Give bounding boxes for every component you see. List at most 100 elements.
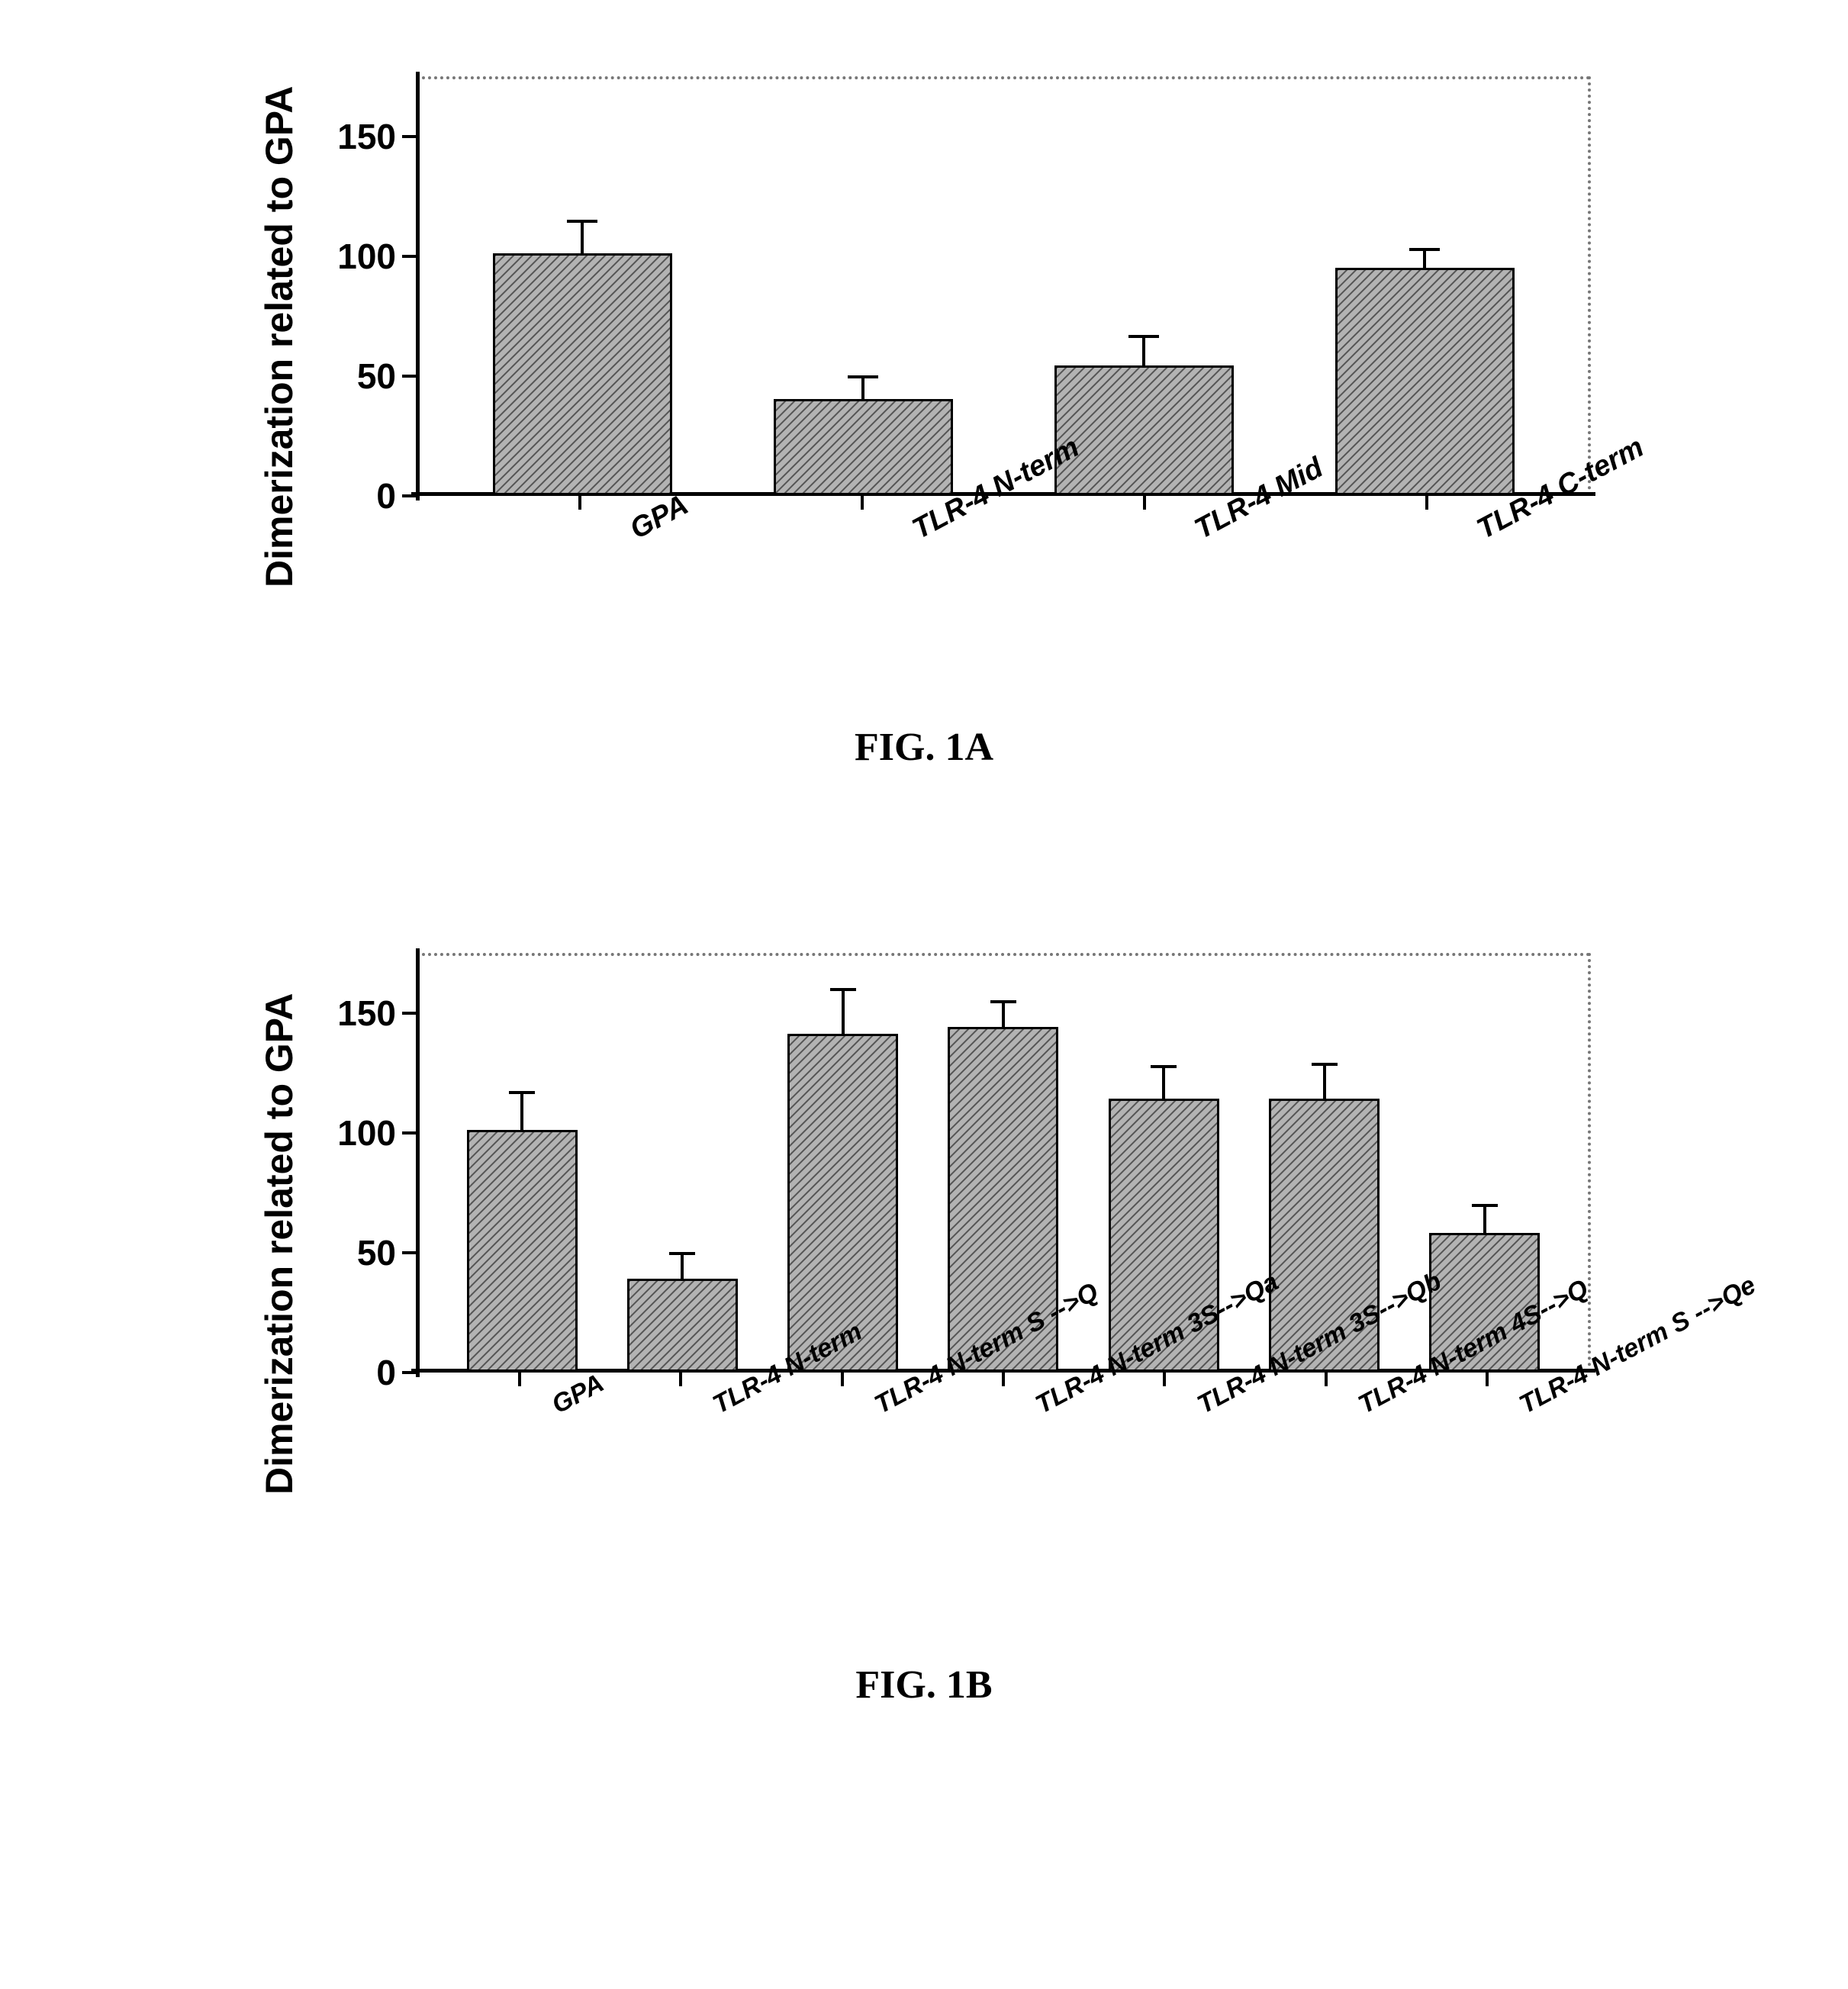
error-bar-cap	[1472, 1204, 1498, 1207]
x-tick-label: GPA	[547, 1369, 609, 1421]
y-axis-label: Dimerization related to GPA	[257, 1075, 301, 1495]
error-bar	[1409, 248, 1440, 267]
figure-spacer	[0, 770, 1848, 953]
bar-group	[787, 988, 898, 1369]
error-bar	[1151, 1065, 1177, 1099]
error-bar	[990, 1000, 1016, 1027]
figure-b: Dimerization related to GPA 0 50 100 150 GPA T…	[0, 953, 1848, 1707]
bar-group	[627, 1252, 738, 1369]
x-tick-spacer	[324, 1373, 416, 1617]
bar	[627, 1279, 738, 1369]
y-tick-column: 050100150	[324, 953, 416, 1373]
page: Dimerization related to GPA 0 50 100 150 GPA T…	[0, 0, 1848, 1989]
x-tick-mark	[1002, 1373, 1005, 1386]
x-tick: GPA	[464, 1373, 575, 1617]
x-tick-wrap: GPA TLR-4 N-term TLR-4 N-term S -->Q TLR-4 …	[324, 1373, 1591, 1617]
bar	[1335, 268, 1515, 493]
x-tick: TLR-4 N-term 3S-->Qb	[1109, 1373, 1220, 1617]
y-tick-label: 100	[337, 239, 402, 274]
bar-group	[1335, 248, 1515, 493]
error-bar	[1472, 1204, 1498, 1233]
y-axis-label: Dimerization related to GPA	[257, 168, 301, 587]
y-tick-mark	[402, 1251, 416, 1254]
x-tick-mark	[1143, 496, 1146, 510]
error-bar-cap	[1409, 248, 1440, 251]
y-tick-mark	[402, 135, 416, 138]
x-tick: TLR-4 N-term S -->Q	[787, 1373, 897, 1617]
x-tick-label: GPA	[625, 489, 694, 546]
error-bar-cap	[848, 375, 878, 378]
x-tick: TLR-4 N-term S -->Qe	[1432, 1373, 1543, 1617]
bar	[1054, 365, 1234, 493]
error-bar-cap	[990, 1000, 1016, 1003]
bar	[467, 1130, 578, 1369]
chart-body: 0 50 100 150 GPA TLR-4 N-term TLR-4 Mid TLR-4 C…	[324, 76, 1591, 679]
y-tick-mark	[402, 255, 416, 258]
x-tick: TLR-4 N-term 4S-->Q	[1270, 1373, 1381, 1617]
error-bar-stem	[842, 988, 845, 1034]
x-tick: TLR-4 N-term	[626, 1373, 736, 1617]
y-tick-label: 150	[337, 996, 402, 1031]
x-tick: TLR-4 N-term 3S-->Qa	[948, 1373, 1058, 1617]
error-bar-cap	[830, 988, 856, 991]
y-tick-label: 0	[376, 1355, 402, 1390]
error-bar-cap	[1128, 335, 1159, 338]
x-tick-row: GPA TLR-4 N-term TLR-4 N-term S -->Q TLR-4 …	[416, 1373, 1591, 1617]
plot-area	[416, 953, 1591, 1373]
error-bar	[669, 1252, 695, 1279]
axis-row: 050100150	[324, 76, 1591, 496]
error-bar-stem	[1483, 1204, 1486, 1233]
error-bar-cap	[509, 1091, 535, 1094]
x-tick-spacer	[324, 496, 416, 679]
x-tick-row: GPA TLR-4 N-term TLR-4 Mid TLR-4 C-term	[416, 496, 1591, 679]
error-bar	[509, 1091, 535, 1129]
chart-container: Dimerization related to GPA 0 50 100 150 GPA T…	[257, 953, 1591, 1617]
x-tick-mark	[1163, 1373, 1166, 1386]
error-bar-stem	[581, 220, 584, 253]
error-bar-stem	[1002, 1000, 1005, 1027]
bars-row	[419, 988, 1588, 1369]
bar	[774, 399, 953, 493]
figure-caption: FIG. 1A	[855, 725, 993, 770]
x-tick-mark	[1486, 1373, 1489, 1386]
x-tick: TLR-4 C-term	[1338, 496, 1517, 679]
bar-group	[493, 220, 672, 493]
x-tick-mark	[518, 1373, 521, 1386]
error-bar-cap	[1312, 1063, 1338, 1066]
figure-caption: FIG. 1B	[855, 1662, 992, 1707]
figure-a: Dimerization related to GPA 0 50 100 150 GPA T…	[0, 76, 1848, 770]
x-tick-mark	[861, 496, 864, 510]
y-tick-label: 0	[376, 478, 402, 513]
y-tick-label: 100	[337, 1115, 402, 1151]
x-tick-mark	[1325, 1373, 1328, 1386]
error-bar-stem	[520, 1091, 523, 1129]
error-bar-cap	[669, 1252, 695, 1255]
x-tick-mark	[679, 1373, 682, 1386]
bars-row	[419, 220, 1588, 493]
bar	[493, 253, 672, 493]
y-tick-label: 50	[357, 359, 402, 394]
y-tick-mark	[402, 1012, 416, 1015]
x-tick-mark	[1425, 496, 1428, 510]
y-tick-label: 50	[357, 1235, 402, 1270]
error-bar	[1128, 335, 1159, 366]
x-tick: GPA	[491, 496, 670, 679]
x-tick: TLR-4 N-term	[773, 496, 952, 679]
error-bar	[1312, 1063, 1338, 1099]
y-tick-mark	[402, 375, 416, 378]
error-bar	[830, 988, 856, 1034]
bar-group	[1054, 335, 1234, 493]
x-tick-mark	[841, 1373, 844, 1386]
error-bar-cap	[567, 220, 597, 223]
bar-group	[774, 375, 953, 493]
chart-body: 0 50 100 150 GPA TLR-4 N-term TLR-4 N-term S -…	[324, 953, 1591, 1617]
error-bar-stem	[1142, 335, 1145, 366]
x-tick: TLR-4 Mid	[1055, 496, 1235, 679]
y-tick-mark	[402, 1131, 416, 1135]
y-tick-label: 150	[337, 119, 402, 154]
chart-container: Dimerization related to GPA 0 50 100 150 GPA T…	[257, 76, 1591, 679]
error-bar-stem	[861, 375, 864, 399]
error-bar-stem	[1323, 1063, 1326, 1099]
error-bar	[848, 375, 878, 399]
bar	[787, 1034, 898, 1369]
